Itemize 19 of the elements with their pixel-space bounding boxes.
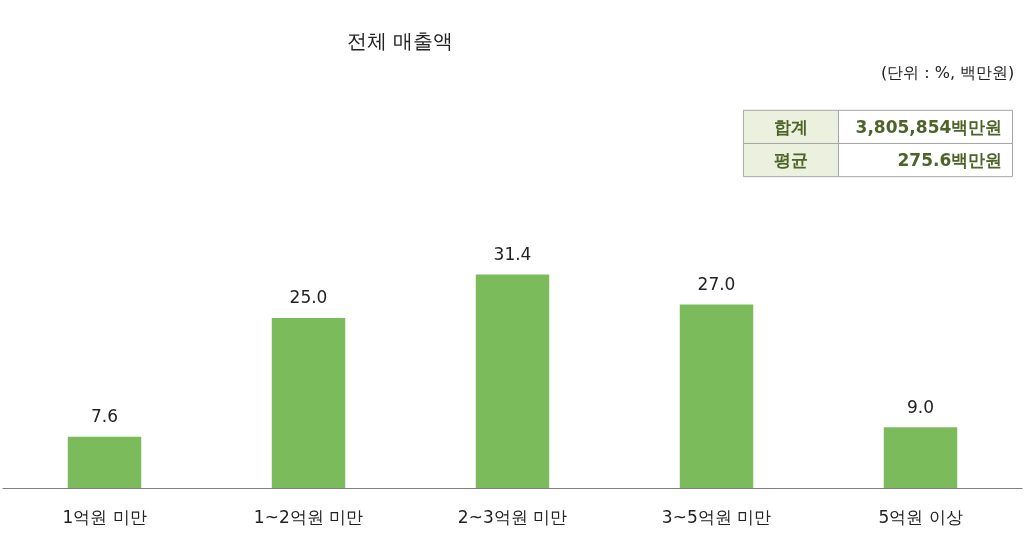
bar — [883, 427, 958, 489]
data-label: 25.0 — [289, 287, 328, 308]
bar — [67, 436, 142, 489]
x-tick-label: 5억원 이상 — [878, 506, 963, 527]
chart-title: 전체 매출액 — [347, 28, 454, 53]
data-label: 9.0 — [906, 396, 935, 417]
bar — [475, 274, 550, 489]
x-tick-label: 3~5억원 미만 — [661, 506, 772, 527]
x-tick-label: 1~2억원 미만 — [253, 506, 364, 527]
text: (단위 : %, 백만원) — [880, 63, 1015, 83]
bar — [271, 318, 346, 489]
bar — [679, 304, 754, 489]
text: 합계 3,805,854백만원 — [773, 116, 1003, 137]
data-label: 27.0 — [697, 273, 736, 294]
data-label: 7.6 — [90, 406, 119, 427]
x-tick-label: 2~3억원 미만 — [457, 506, 568, 527]
data-label: 31.4 — [493, 243, 532, 264]
x-tick-label: 1억원 미만 — [62, 506, 147, 527]
text: 평균 275.6백만원 — [773, 150, 1003, 171]
